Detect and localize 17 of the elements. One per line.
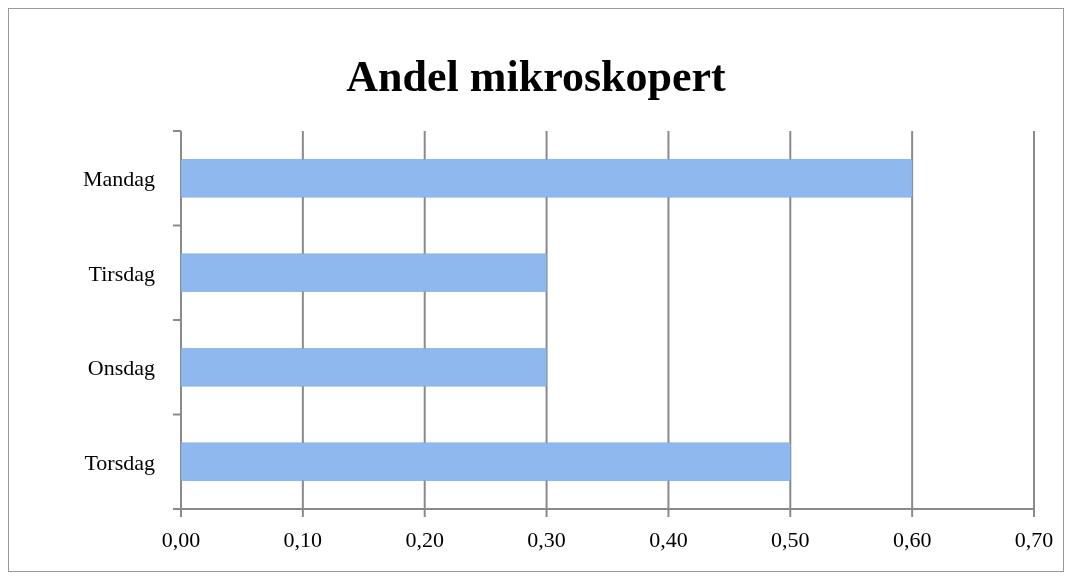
bar xyxy=(180,442,791,481)
bar xyxy=(180,159,913,198)
x-tick-label: 0,20 xyxy=(405,527,444,552)
x-tick-label: 0,00 xyxy=(161,527,201,552)
bar xyxy=(180,348,547,387)
x-tick-label: 0,70 xyxy=(1014,527,1054,552)
x-tick-label: 0,40 xyxy=(649,527,688,552)
x-tick-label: 0,30 xyxy=(527,527,566,552)
x-tick-label: 0,50 xyxy=(771,527,810,552)
chart-title: Andel mikroskopert xyxy=(346,52,727,101)
bar xyxy=(180,253,547,292)
y-tick-label: Torsdag xyxy=(84,449,155,475)
x-tick-label: 0,10 xyxy=(283,527,323,552)
y-tick-label: Mandag xyxy=(82,166,155,192)
y-tick-label: Onsdag xyxy=(87,355,155,381)
x-tick-label: 0,60 xyxy=(892,527,932,552)
y-tick-label: Tirsdag xyxy=(88,260,155,286)
